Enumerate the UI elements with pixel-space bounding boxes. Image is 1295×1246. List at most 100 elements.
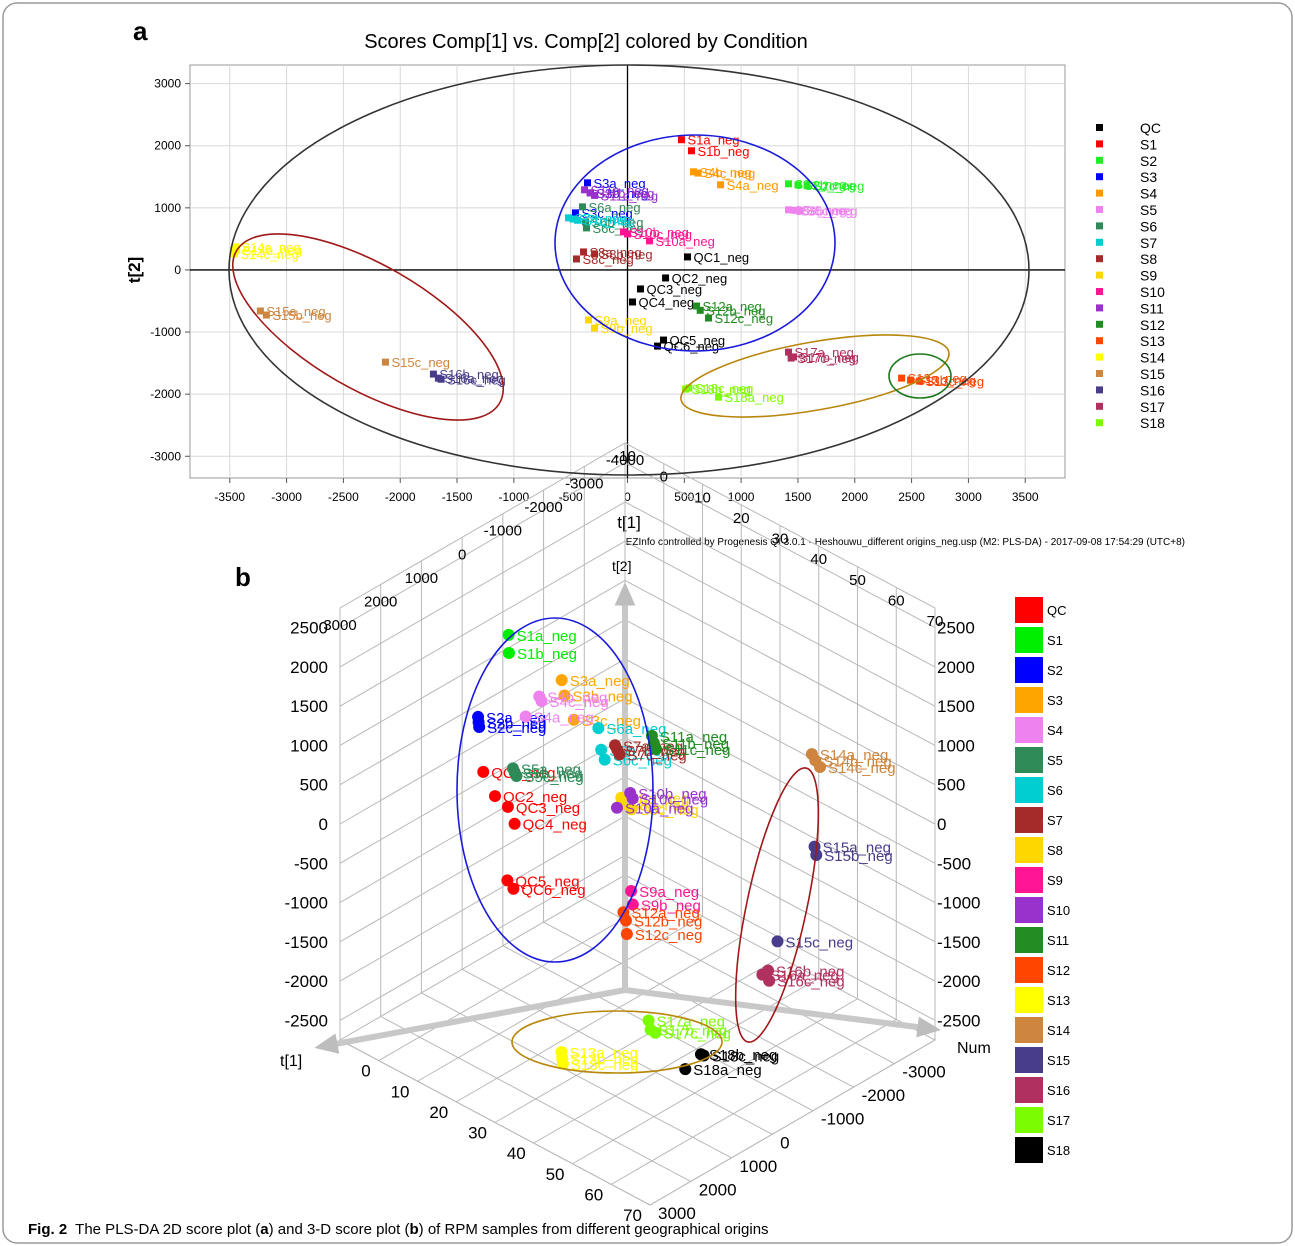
point-label: S13c_neg [571,1057,639,1074]
legend-label: S1 [1047,633,1063,648]
point-label: S5a_neg [521,761,581,778]
a-tick-label: 60 [584,1185,603,1204]
point [477,765,490,778]
point-label: S17a_neg [795,345,854,360]
point-label: QC3_neg [646,282,702,297]
legend-label: S16 [1047,1083,1070,1098]
b-axis-label: Num [957,1040,991,1057]
point-label: S16c_neg [447,372,506,387]
chart-title: Scores Comp[1] vs. Comp[2] colored by Co… [364,31,808,53]
ellipses [228,64,1030,1074]
point-label: S18c_neg [695,381,754,396]
legend-swatch [1096,222,1103,230]
point-label: S2c_neg [813,178,864,193]
point-label: S2b_neg [487,715,547,732]
x-tick-label: -1500 [442,490,473,504]
legend-swatch [1015,687,1043,713]
ellipse [231,233,505,421]
grid-line [417,484,703,1082]
ellipse [511,1010,723,1074]
point-label: S6c_neg [613,753,672,770]
b-tick-label: 0 [458,546,466,563]
point [787,354,795,362]
point-label: QC3_neg [516,800,580,817]
a-tick-label: 30 [468,1124,487,1143]
legend-swatch [1015,1047,1043,1073]
point-label: S17c_neg [797,351,856,366]
z-tick-label: 1000 [290,736,328,755]
ellipse [228,64,1030,476]
grid-line [339,540,936,707]
point [508,817,521,830]
legend-label: S2 [1047,663,1063,678]
legend-label: S11 [1047,933,1069,948]
point-label: S12a_neg [631,905,699,922]
legend-label: S15 [1140,366,1165,382]
point [262,311,270,319]
point [584,179,591,187]
grid-line [339,579,936,746]
caption-text: a [260,1221,269,1238]
point-label: S17b_neg [800,350,859,365]
point [763,974,776,987]
ellipse [554,134,836,352]
z-tick-label: 1500 [937,697,975,716]
legend-label: S14 [1140,350,1165,366]
a-tick-label: -10 [614,448,636,465]
point [579,203,586,211]
b-tick-label: 3000 [323,617,356,634]
point [624,230,631,238]
point [620,928,633,941]
z-tick-label: 2000 [290,658,328,677]
point [502,646,515,659]
point-label: S9a_neg [639,884,699,901]
point-label: S10a_neg [656,234,715,249]
x-tick-label: 3000 [955,490,982,504]
point [785,180,793,188]
legend-label: S5 [1047,753,1063,768]
ellipse [680,334,950,418]
point [598,753,611,766]
point-label: S10c_neg [641,791,709,808]
z-tick-label: -2500 [285,1011,328,1030]
point [662,274,670,282]
point-label: S10b_neg [630,225,689,240]
point-label: S15a_neg [823,840,891,857]
b-tick-label: 1000 [739,1157,777,1176]
a-tick-label: 50 [849,572,866,589]
b-tick-label: 2000 [699,1180,737,1199]
z-tick-label: 500 [300,776,328,795]
legend-label: S12 [1047,963,1070,978]
grid-line [610,587,897,1185]
point-label: S9b_neg [601,321,653,336]
point [771,935,784,948]
grid-line [572,566,858,1165]
z-tick-label: 1000 [937,736,975,755]
caption-text: ) of RPM samples from different geograph… [419,1221,769,1238]
point [762,964,775,977]
point [626,792,639,805]
point-label: S11c_neg [664,742,730,759]
point-label: S6a_neg [589,200,641,215]
b-tick-label: -1000 [484,523,522,540]
point [646,237,654,245]
point-label: S4c_neg [550,694,609,711]
z-tick-label: -2000 [937,972,980,991]
legend-swatch [1096,386,1103,394]
point [581,186,589,194]
b-tick-label: -4000 [606,452,644,469]
x-tick-label: -2500 [328,490,359,504]
point [794,181,802,189]
x-axis-label: t[1] [617,513,641,532]
z-tick-label: 2500 [290,619,328,638]
point [692,302,700,310]
legend-label: S4 [1140,186,1157,202]
point [555,674,568,687]
point-label: S8b_neg [601,247,653,262]
legend-label: S11 [1140,300,1164,316]
legend-swatch [1015,897,1043,923]
point-label: S15b_neg [272,308,331,323]
legend-label: S7 [1140,235,1157,251]
legend-swatch [1096,353,1103,361]
